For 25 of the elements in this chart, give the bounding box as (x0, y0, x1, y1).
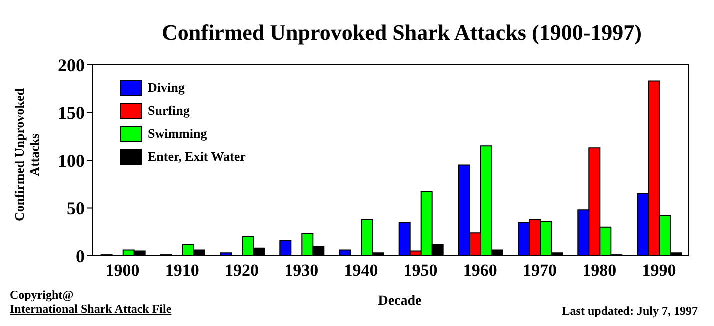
x-tick-label: 1950 (404, 261, 438, 280)
x-tick-label: 1940 (344, 261, 378, 280)
legend-label: Enter, Exit Water (148, 148, 246, 164)
x-tick-label: 1910 (165, 261, 200, 280)
y-tick-label: 200 (58, 55, 85, 76)
legend-label: Diving (148, 80, 185, 96)
x-tick-label: 1980 (582, 261, 617, 280)
x-axis-title: Decade (377, 294, 423, 310)
x-tick-label: 1930 (284, 261, 319, 280)
text: International Shark Attack File (10, 302, 172, 317)
text: Copyright@ (10, 288, 74, 303)
y-tick-label: 150 (58, 103, 85, 124)
chart-title: Confirmed Unprovoked Shark Attacks (1900-1997) (161, 20, 643, 46)
x-tick-label: 1960 (463, 261, 498, 280)
text: Last updated: July 7, 1997 (562, 304, 698, 319)
x-tick-label: 1900 (106, 261, 140, 280)
legend-label: Surfing (148, 102, 190, 118)
y-axis-title: Confirmed Unprovoked Attacks (12, 87, 42, 224)
y-tick-label: 0 (76, 246, 85, 266)
y-tick-label: 100 (58, 150, 85, 171)
x-tick-label: 1990 (642, 261, 676, 280)
legend-label: Swimming (148, 126, 208, 142)
y-tick-label: 50 (67, 198, 85, 219)
x-tick-label: 1970 (523, 261, 557, 280)
x-tick-label: 1920 (225, 261, 259, 280)
